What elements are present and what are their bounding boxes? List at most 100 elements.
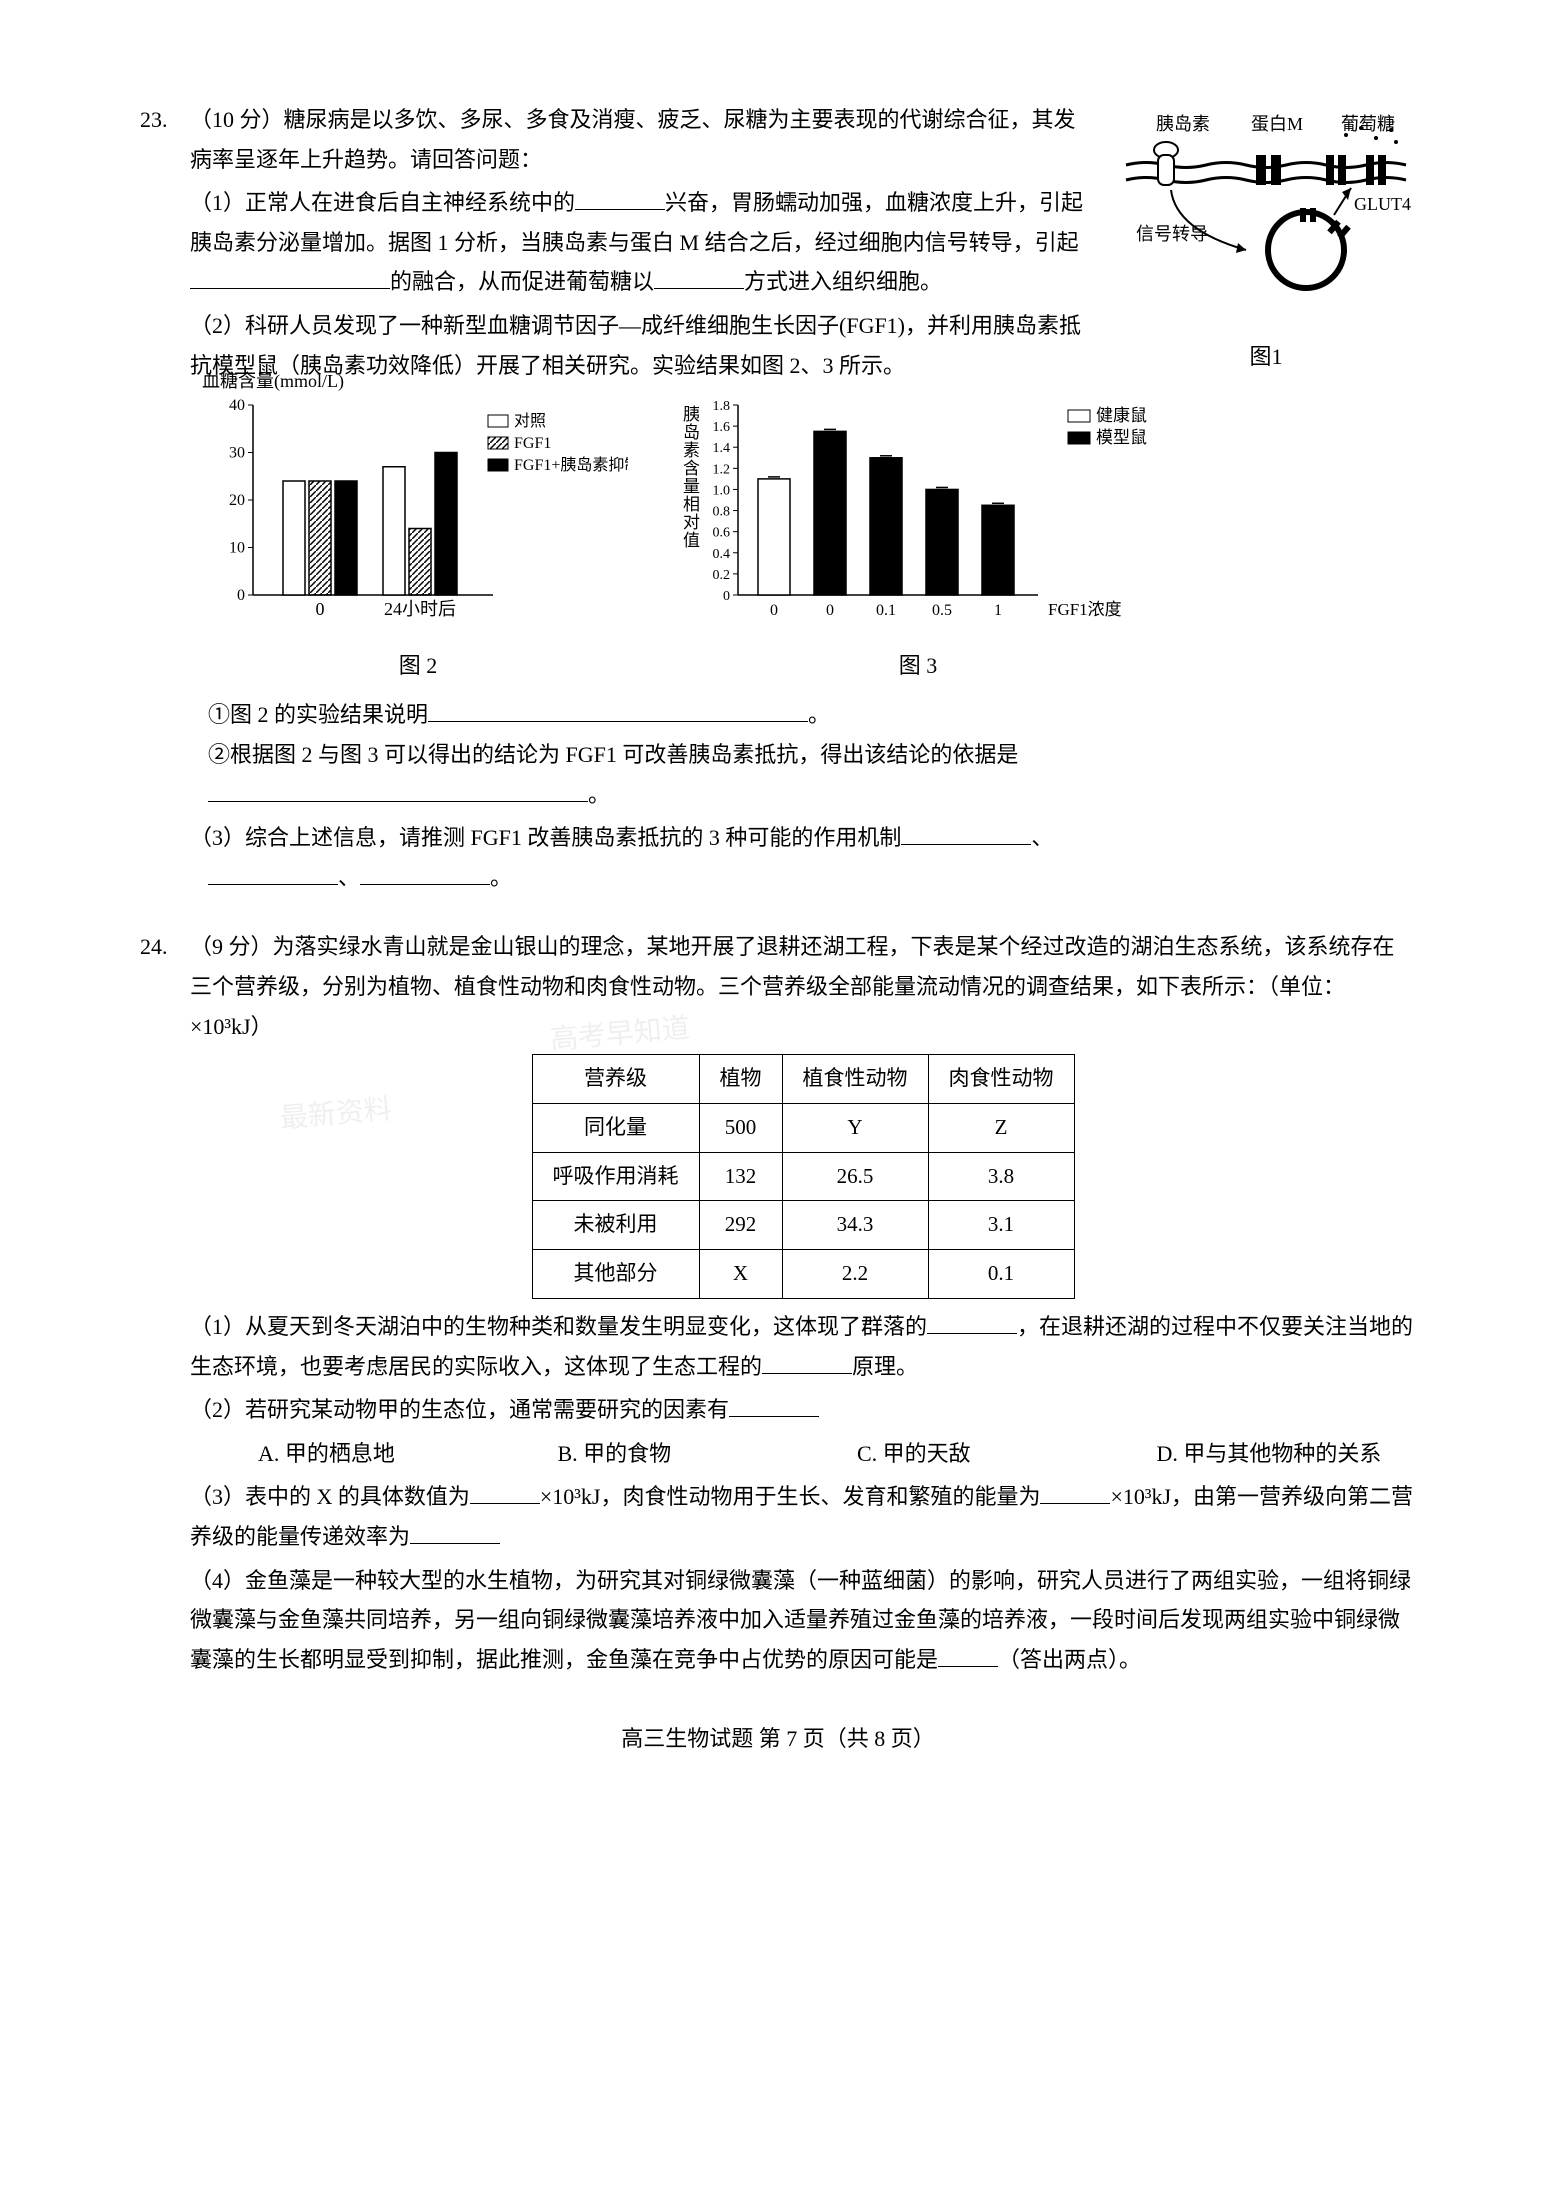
q24-options: A. 甲的栖息地 B. 甲的食物 C. 甲的天敌 D. 甲与其他物种的关系: [190, 1434, 1416, 1474]
svg-text:10: 10: [229, 540, 245, 557]
q23-sub3-line: （3）综合上述信息，请推测 FGF1 改善胰岛素抵抗的 3 种可能的作用机制、: [140, 818, 1416, 858]
q24-sub4: （4）金鱼藻是一种较大型的水生植物，为研究其对铜绿微囊藻（一种蓝细菌）的影响，研…: [190, 1561, 1416, 1680]
svg-text:0.2: 0.2: [713, 568, 731, 583]
table-cell: 292: [699, 1201, 782, 1250]
q24-points: （9 分）: [190, 934, 273, 959]
table-row: 同化量500YZ: [532, 1103, 1074, 1152]
q24-sub2: （2）若研究某动物甲的生态位，通常需要研究的因素有: [190, 1390, 1416, 1430]
blank: [901, 821, 1031, 845]
svg-text:0: 0: [723, 589, 730, 604]
q24-sub1-text3: 原理。: [852, 1354, 918, 1379]
q23-sub1-text4: 方式进入组织细胞。: [744, 269, 942, 294]
svg-text:20: 20: [229, 492, 245, 509]
svg-text:胰岛素含量相对值: 胰岛素含量相对值: [683, 405, 700, 550]
svg-text:30: 30: [229, 445, 245, 462]
table-cell: 3.8: [928, 1152, 1074, 1201]
q24-sub4-text1: （4）金鱼藻是一种较大型的水生植物，为研究其对铜绿微囊藻（一种蓝细菌）的影响，研…: [190, 1568, 1411, 1672]
question-24: 24. （9 分）为落实绿水青山就是金山银山的理念，某地开展了退耕还湖工程，下表…: [140, 927, 1416, 1679]
option-a: A. 甲的栖息地: [258, 1434, 518, 1474]
blank-line-2: 、。: [140, 858, 1416, 898]
q23-points: （10 分）: [190, 107, 284, 132]
chart3-caption: 图 3: [668, 646, 1168, 686]
table-row: 呼吸作用消耗13226.53.8: [532, 1152, 1074, 1201]
svg-text:1.6: 1.6: [713, 420, 731, 435]
svg-text:健康鼠: 健康鼠: [1096, 406, 1147, 425]
page-footer: 高三生物试题 第 7 页（共 8 页）: [140, 1719, 1416, 1759]
q24-sub1: （1）从夏天到冬天湖泊中的生物种类和数量发生明显变化，这体现了群落的，在退耕还湖…: [190, 1307, 1416, 1386]
fig1-insulin-label: 胰岛素: [1156, 114, 1210, 134]
energy-table: 营养级植物植食性动物肉食性动物 同化量500YZ呼吸作用消耗13226.53.8…: [532, 1054, 1075, 1299]
chart-2: 血糖含量(mmol/L) 010203040024小时后对照FGF1FGF1+胰…: [208, 395, 628, 685]
q23-number: 23.: [140, 100, 190, 385]
blank: [428, 698, 808, 722]
blank: [190, 265, 390, 289]
svg-text:0.5: 0.5: [932, 602, 952, 619]
question-23: 23. （10 分）糖尿病是以多饮、多尿、多食及消瘦、疲乏、尿糖为主要表现的代谢…: [140, 100, 1416, 897]
table-header-cell: 植食性动物: [782, 1055, 928, 1104]
option-b: B. 甲的食物: [558, 1434, 818, 1474]
table-cell: 未被利用: [532, 1201, 699, 1250]
blank: [1040, 1480, 1110, 1504]
svg-text:FGF1浓度: FGF1浓度: [1048, 600, 1122, 619]
blank: [729, 1393, 819, 1417]
svg-text:FGF1+胰岛素抑制剂: FGF1+胰岛素抑制剂: [514, 456, 628, 474]
table-cell: 0.1: [928, 1250, 1074, 1299]
chart2-caption: 图 2: [208, 646, 628, 686]
table-cell: X: [699, 1250, 782, 1299]
q23-sub2-q1-line: ①图 2 的实验结果说明。: [140, 695, 1416, 735]
q23-intro: 糖尿病是以多饮、多尿、多食及消瘦、疲乏、尿糖为主要表现的代谢综合征，其发病率呈逐…: [190, 107, 1076, 172]
table-cell: 同化量: [532, 1103, 699, 1152]
blank: [410, 1520, 500, 1544]
q24-sub3: （3）表中的 X 的具体数值为×10³kJ，肉食性动物用于生长、发育和繁殖的能量…: [190, 1477, 1416, 1556]
table-header-cell: 肉食性动物: [928, 1055, 1074, 1104]
svg-text:1.2: 1.2: [713, 462, 731, 477]
table-cell: 3.1: [928, 1201, 1074, 1250]
figure-1-diagram: 胰岛素 蛋白M 葡萄糖: [1116, 100, 1416, 385]
fig1-glut4-label: GLUT4: [1354, 194, 1411, 214]
table-cell: 26.5: [782, 1152, 928, 1201]
q23-sub2-q2-line: ②根据图 2 与图 3 可以得出的结论为 FGF1 可改善胰岛素抵抗，得出该结论…: [140, 735, 1416, 775]
blank: [938, 1643, 998, 1667]
q23-sub1-text1: （1）正常人在进食后自主神经系统中的: [190, 190, 575, 215]
blank: [575, 186, 665, 210]
blank-line: 。: [140, 775, 1416, 815]
chart2-ylabel: 血糖含量(mmol/L): [202, 365, 344, 397]
svg-text:0: 0: [316, 599, 325, 619]
table-cell: 132: [699, 1152, 782, 1201]
q24-sub3-text1: （3）表中的 X 的具体数值为: [190, 1484, 470, 1509]
blank: [208, 778, 588, 802]
table-row: 其他部分X2.20.1: [532, 1250, 1074, 1299]
table-row: 未被利用29234.33.1: [532, 1201, 1074, 1250]
svg-text:40: 40: [229, 397, 245, 414]
q24-sub4-text2: （答出两点）。: [998, 1647, 1141, 1672]
svg-text:0: 0: [770, 602, 778, 619]
fig1-glucose-label: 葡萄糖: [1341, 114, 1395, 134]
table-header-cell: 营养级: [532, 1055, 699, 1104]
svg-text:对照: 对照: [514, 412, 546, 430]
blank: [927, 1310, 1017, 1334]
svg-text:1.0: 1.0: [713, 484, 731, 499]
blank: [654, 265, 744, 289]
q23-sub2-q2: ②根据图 2 与图 3 可以得出的结论为 FGF1 可改善胰岛素抵抗，得出该结论…: [208, 742, 1018, 767]
svg-text:1.8: 1.8: [713, 399, 731, 414]
option-c: C. 甲的天敌: [857, 1434, 1117, 1474]
chart-3: 胰岛素含量相对值00.20.40.60.81.01.21.41.61.8000.…: [668, 395, 1168, 685]
svg-text:0.6: 0.6: [713, 526, 731, 541]
table-header-cell: 植物: [699, 1055, 782, 1104]
table-cell: 34.3: [782, 1201, 928, 1250]
figure-1-caption: 图1: [1116, 337, 1416, 377]
svg-text:1.4: 1.4: [713, 441, 731, 456]
q24-sub2-text: （2）若研究某动物甲的生态位，通常需要研究的因素有: [190, 1397, 729, 1422]
svg-text:0: 0: [237, 587, 245, 604]
blank: [208, 861, 338, 885]
svg-text:0.4: 0.4: [713, 547, 731, 562]
table-cell: 呼吸作用消耗: [532, 1152, 699, 1201]
blank: [360, 861, 490, 885]
q24-sub1-text1: （1）从夏天到冬天湖泊中的生物种类和数量发生明显变化，这体现了群落的: [190, 1314, 927, 1339]
svg-text:24小时后: 24小时后: [384, 599, 456, 619]
table-cell: 2.2: [782, 1250, 928, 1299]
q23-sub3-text: （3）综合上述信息，请推测 FGF1 改善胰岛素抵抗的 3 种可能的作用机制: [190, 825, 901, 850]
svg-text:FGF1: FGF1: [514, 435, 551, 452]
option-d: D. 甲与其他物种的关系: [1157, 1434, 1417, 1474]
svg-text:0.8: 0.8: [713, 505, 731, 520]
